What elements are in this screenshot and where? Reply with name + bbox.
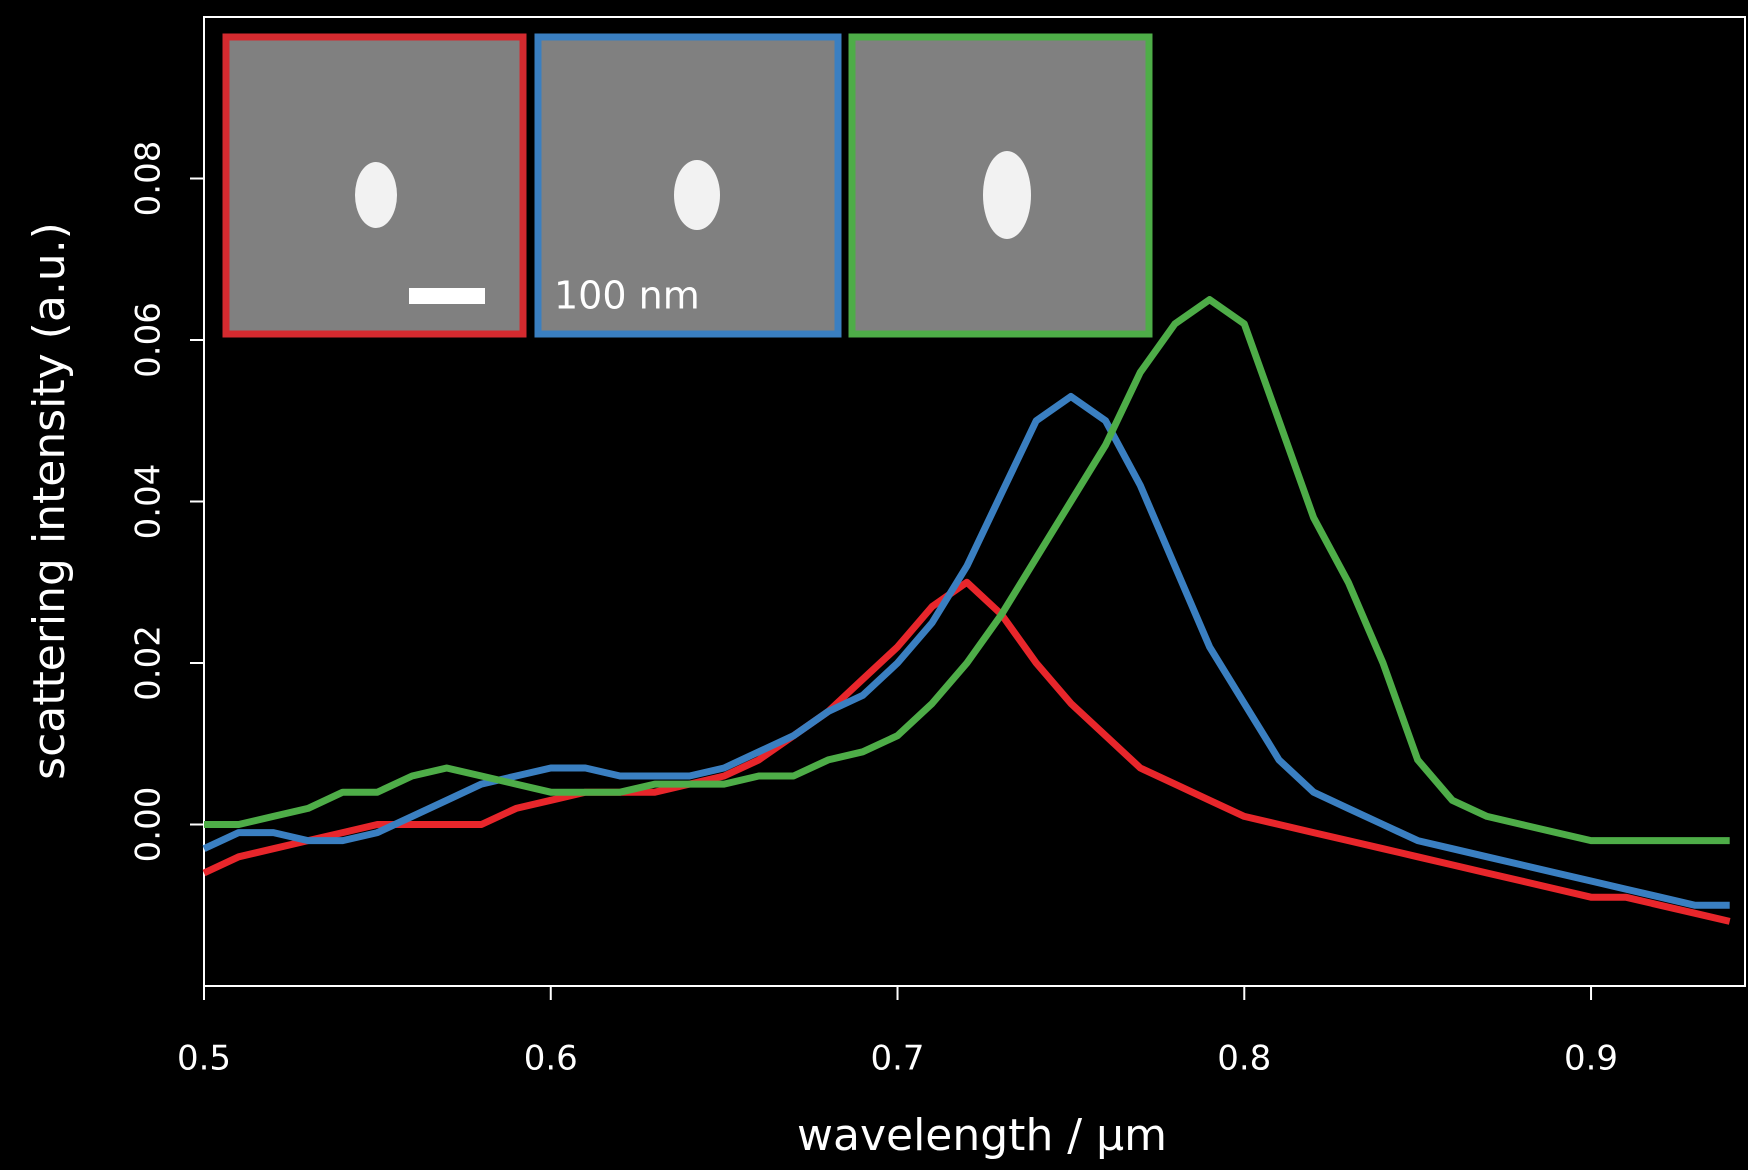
x-tick-label: 0.8 bbox=[1217, 1039, 1271, 1079]
y-tick-label: 0.00 bbox=[129, 787, 169, 863]
spectrum-line bbox=[202, 393, 1730, 909]
y-tick-label: 0.06 bbox=[129, 302, 169, 378]
x-axis-label: wavelength / µm bbox=[797, 1110, 1167, 1161]
inset-images: 100 nm bbox=[222, 33, 1153, 338]
particle bbox=[983, 151, 1031, 239]
particle bbox=[355, 162, 397, 228]
y-tick-label: 0.04 bbox=[129, 464, 169, 540]
y-axis-label: scattering intensity (a.u.) bbox=[24, 222, 75, 780]
x-tick-label: 0.9 bbox=[1564, 1039, 1618, 1079]
scale-bar bbox=[409, 288, 485, 304]
y-tick-label: 0.08 bbox=[129, 141, 169, 217]
x-tick-label: 0.7 bbox=[870, 1039, 924, 1079]
spectrum-line bbox=[204, 296, 1730, 845]
particle bbox=[674, 160, 720, 230]
y-tick-label: 0.02 bbox=[129, 625, 169, 701]
spectrum-line bbox=[202, 578, 1731, 925]
x-tick-label: 0.6 bbox=[524, 1039, 578, 1079]
curves bbox=[202, 296, 1731, 925]
scale-label: 100 nm bbox=[554, 274, 700, 318]
x-tick-label: 0.5 bbox=[177, 1039, 231, 1079]
